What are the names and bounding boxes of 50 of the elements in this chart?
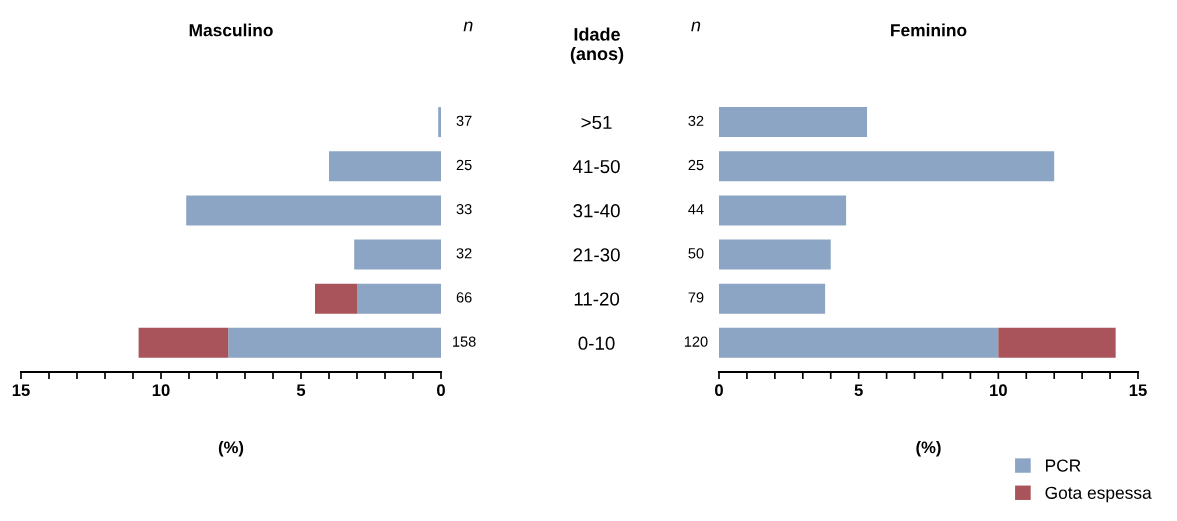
bar (329, 151, 441, 182)
x-axis-title: (%) (218, 441, 244, 457)
bar (138, 327, 229, 358)
y-tick-label: 21-30 (573, 248, 620, 262)
text: 32 (688, 115, 704, 126)
y-tick-label: 41-50 (573, 159, 620, 174)
x-tick-label: 10 (152, 384, 170, 397)
y-tick-label: 11-20 (574, 292, 620, 306)
text: 79 (688, 292, 704, 303)
text: 158 (453, 336, 476, 347)
text: 33 (456, 203, 472, 215)
text: 32 (456, 248, 472, 259)
y-tick-label: >51 (581, 115, 612, 130)
bar (719, 151, 1055, 182)
bar (998, 327, 1116, 358)
bar (719, 239, 831, 270)
chart-title: Feminino (891, 23, 967, 37)
bar (719, 107, 868, 138)
text: 37 (456, 115, 472, 126)
x-tick-label: 5 (296, 384, 306, 397)
bar (719, 327, 999, 358)
text: 50 (688, 248, 704, 259)
bar (228, 327, 441, 358)
x-tick-label: 0 (437, 384, 445, 397)
x-tick-label: 15 (12, 384, 30, 397)
text: 66 (456, 292, 472, 303)
bar (357, 283, 441, 314)
y-axis-title: Idade (anos) (570, 27, 624, 64)
x-tick-label: 15 (1129, 384, 1147, 397)
bar (719, 195, 847, 226)
bar (186, 195, 441, 226)
bar (354, 239, 441, 270)
text: n (691, 21, 701, 32)
text: 120 (684, 336, 708, 347)
text: 25 (688, 159, 704, 171)
bar (719, 283, 826, 314)
text: 44 (688, 204, 704, 215)
chart-title: Masculino (189, 23, 273, 37)
x-tick-label: 0 (715, 384, 723, 397)
bar (315, 283, 357, 314)
y-tick-label: 31-40 (573, 204, 620, 218)
x-tick-label: 10 (990, 384, 1007, 397)
x-tick-label: 5 (854, 384, 863, 397)
x-axis-title: (%) (916, 441, 941, 457)
legend-label: Gota espessa (1045, 486, 1152, 503)
bar (438, 107, 441, 138)
text: 25 (456, 159, 472, 171)
legend-label: PCR (1046, 459, 1081, 472)
text: n (463, 21, 473, 32)
y-tick-label: 0-10 (578, 336, 615, 350)
